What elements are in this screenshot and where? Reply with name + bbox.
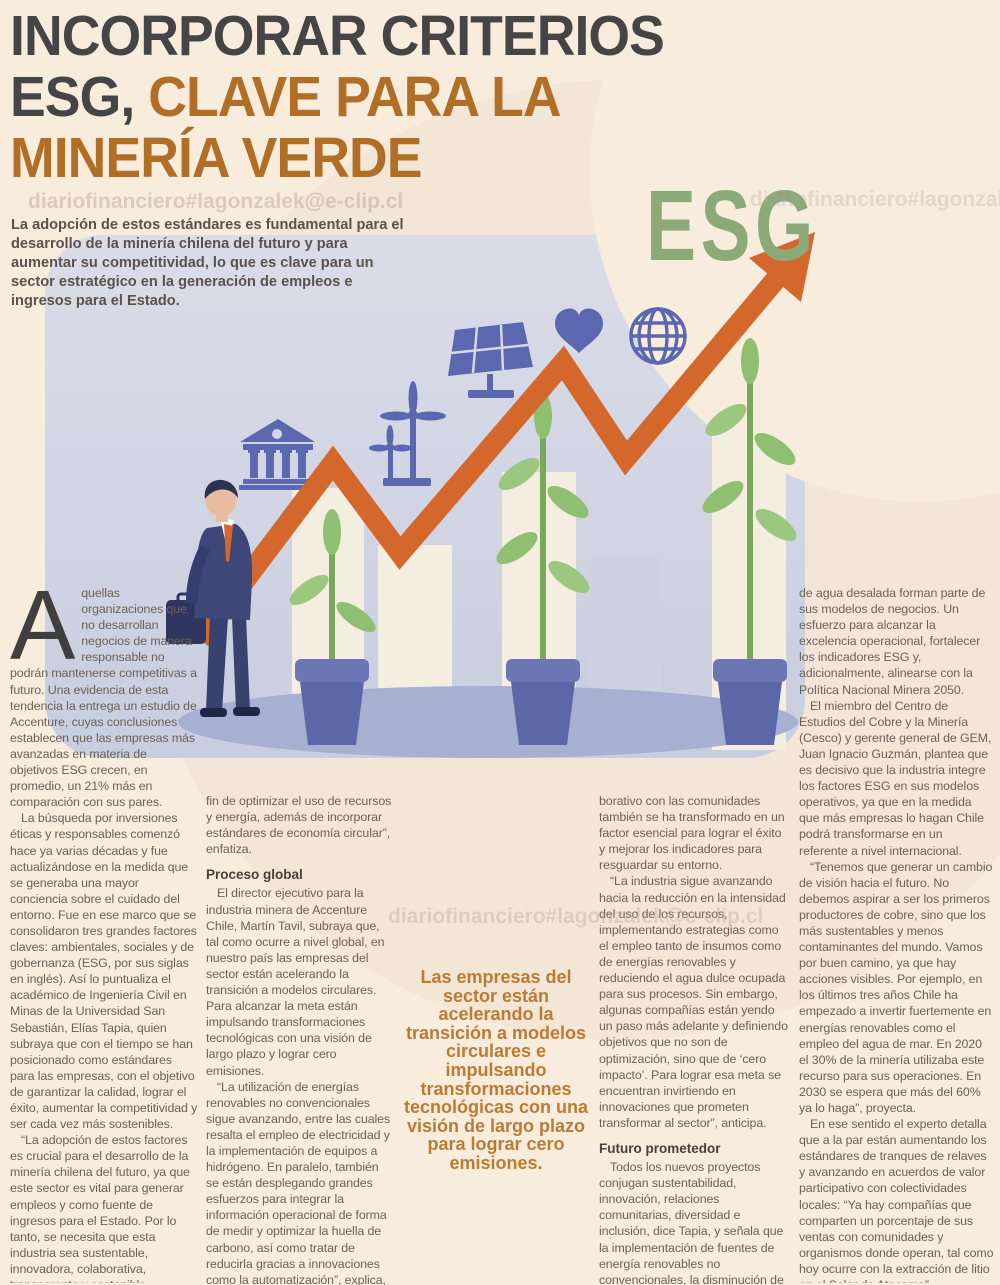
paragraph: La búsqueda por inversiones éticas y res… [10, 811, 198, 1132]
paragraph-text: quellas organizaciones que no desarrolla… [10, 586, 197, 810]
solar-panel-icon [448, 322, 533, 398]
headline-line2-dark: ESG, [10, 65, 149, 129]
esg-label: ESG [646, 170, 818, 282]
paragraph: En ese sentido el experto detalla que a … [799, 1117, 994, 1283]
article-column-2: fin de optimizar el uso de recursos y en… [206, 793, 394, 1285]
paragraph: “Tenemos que generar un cambio de visión… [799, 859, 993, 1115]
ground-ellipse [178, 686, 798, 758]
headline-line3: MINERÍA VERDE [10, 126, 422, 190]
paragraph: El miembro del Centro de Estudios del Co… [799, 698, 992, 858]
headline-line2-orange: CLAVE PARA LA [148, 65, 561, 129]
paragraph: borativo con las comunidades también se … [599, 794, 785, 873]
subhead-futuro-prometedor: Futuro prometedor [599, 1140, 721, 1156]
article-column-4: de agua desalada forman parte de sus mod… [799, 585, 994, 1283]
businessman-illustration [166, 479, 260, 717]
paragraph: El director ejecutivo para la industria … [206, 886, 385, 1078]
potted-plant-tall [702, 338, 797, 745]
globe-icon [629, 307, 687, 365]
paragraph: fin de optimizar el uso de recursos y en… [206, 794, 392, 857]
bank-icon [239, 419, 317, 490]
paragraph: Todos los nuevos proyectos conjugan sust… [599, 1160, 784, 1285]
drop-cap: A [10, 585, 76, 680]
paragraph: de agua desalada forman parte de sus mod… [799, 586, 986, 697]
lead-paragraph: La adopción de estos estándares es funda… [11, 217, 404, 309]
potted-plant-medium [496, 393, 590, 745]
pull-quote: Las empresas del sector están acelerando… [403, 967, 589, 1173]
headline-line1: INCORPORAR CRITERIOS [10, 4, 665, 68]
subhead-proceso-global: Proceso global [206, 867, 303, 883]
page-title: INCORPORAR CRITERIOS ESG, CLAVE PARA LA … [10, 4, 665, 190]
heart-icon [555, 308, 603, 353]
paragraph: “La adopción de estos factores es crucia… [10, 1133, 190, 1283]
paragraph: “La industria sigue avanzando hacia la r… [599, 874, 788, 1130]
potted-plant-small [289, 509, 376, 745]
growth-arrow-icon [191, 232, 815, 647]
article-column-3: borativo con las comunidades también se … [599, 793, 790, 1285]
paragraph: “La utilización de energías renovables n… [206, 1079, 391, 1285]
wind-turbine-icon [369, 381, 446, 486]
